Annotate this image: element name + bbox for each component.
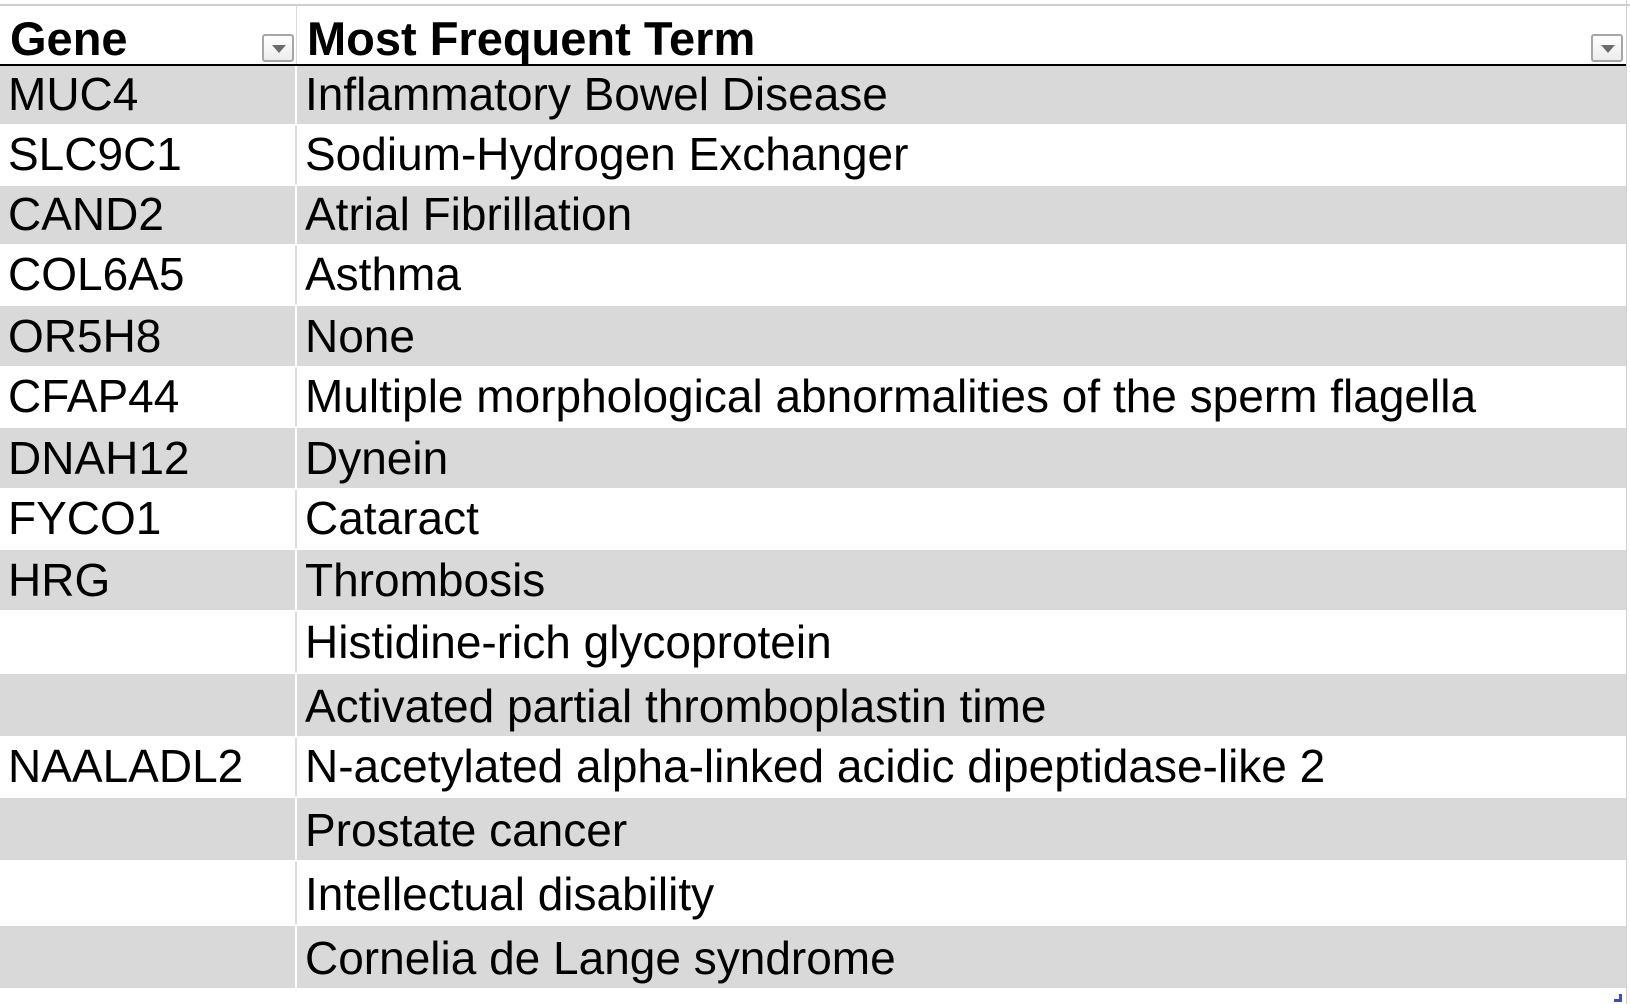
- gene-header-label: Gene: [10, 12, 128, 65]
- term-cell[interactable]: None: [297, 306, 1626, 366]
- gene-cell[interactable]: DNAH12: [0, 428, 297, 488]
- gene-cell-text: HRG: [8, 554, 111, 606]
- term-cell-text: Activated partial thromboplastin time: [305, 680, 1047, 732]
- term-cell-text: N-acetylated alpha-linked acidic dipepti…: [305, 740, 1326, 792]
- gene-cell-text: MUC4: [8, 68, 139, 120]
- gene-cell-text: CAND2: [8, 188, 164, 240]
- table-row[interactable]: Activated partial thromboplastin time: [0, 674, 1626, 738]
- gene-cell[interactable]: OR5H8: [0, 306, 297, 366]
- table-row[interactable]: SLC9C1 Sodium-Hydrogen Exchanger: [0, 126, 1626, 186]
- gene-cell[interactable]: [0, 674, 297, 736]
- chevron-down-icon: [1601, 45, 1615, 53]
- term-cell-text: Sodium-Hydrogen Exchanger: [305, 128, 909, 180]
- table-row[interactable]: Intellectual disability: [0, 862, 1626, 926]
- gene-cell[interactable]: SLC9C1: [0, 126, 297, 184]
- term-cell-text: Cornelia de Lange syndrome: [305, 932, 896, 984]
- term-cell-text: Multiple morphological abnormalities of …: [305, 370, 1477, 422]
- table-row[interactable]: NAALADL2 N-acetylated alpha-linked acidi…: [0, 738, 1626, 798]
- term-cell-text: Inflammatory Bowel Disease: [305, 68, 888, 120]
- table-row[interactable]: COL6A5 Asthma: [0, 246, 1626, 306]
- term-cell-text: Prostate cancer: [305, 804, 628, 856]
- table-row[interactable]: FYCO1 Cataract: [0, 490, 1626, 550]
- term-cell-text: Thrombosis: [305, 554, 546, 606]
- chevron-down-icon: [272, 45, 286, 53]
- table-row[interactable]: Histidine-rich glycoprotein: [0, 612, 1626, 674]
- term-cell[interactable]: Dynein: [297, 428, 1626, 488]
- gene-cell[interactable]: [0, 798, 297, 860]
- term-cell[interactable]: Asthma: [297, 246, 1626, 304]
- term-cell[interactable]: Activated partial thromboplastin time: [297, 674, 1626, 736]
- term-cell[interactable]: Multiple morphological abnormalities of …: [297, 368, 1626, 426]
- term-cell[interactable]: Thrombosis: [297, 550, 1626, 610]
- table-body: MUC4 Inflammatory Bowel Disease SLC9C1 S…: [0, 66, 1626, 990]
- term-cell-text: Atrial Fibrillation: [305, 188, 633, 240]
- term-column-header[interactable]: Most Frequent Term: [297, 6, 1626, 65]
- gene-cell[interactable]: CAND2: [0, 186, 297, 244]
- term-cell[interactable]: Cornelia de Lange syndrome: [297, 926, 1626, 988]
- term-cell[interactable]: Histidine-rich glycoprotein: [297, 612, 1626, 672]
- gene-cell[interactable]: MUC4: [0, 66, 297, 124]
- table-row[interactable]: Cornelia de Lange syndrome: [0, 926, 1626, 990]
- term-cell-text: Asthma: [305, 248, 461, 300]
- gene-cell[interactable]: HRG: [0, 550, 297, 610]
- term-cell-text: Dynein: [305, 432, 449, 484]
- term-cell[interactable]: Atrial Fibrillation: [297, 186, 1626, 244]
- gene-cell[interactable]: FYCO1: [0, 490, 297, 548]
- gene-cell-text: COL6A5: [8, 248, 185, 300]
- term-filter-button[interactable]: [1591, 34, 1623, 62]
- table-row[interactable]: Prostate cancer: [0, 798, 1626, 862]
- term-cell[interactable]: Inflammatory Bowel Disease: [297, 66, 1626, 124]
- term-cell-text: Histidine-rich glycoprotein: [305, 616, 832, 668]
- header-row: Gene Most Frequent Term: [0, 6, 1626, 66]
- term-header-label: Most Frequent Term: [307, 12, 756, 65]
- table-row[interactable]: OR5H8 None: [0, 306, 1626, 368]
- table-row[interactable]: DNAH12 Dynein: [0, 428, 1626, 490]
- table-row[interactable]: CAND2 Atrial Fibrillation: [0, 186, 1626, 246]
- gene-cell[interactable]: [0, 862, 297, 924]
- gene-cell-text: FYCO1: [8, 492, 162, 544]
- term-cell[interactable]: Intellectual disability: [297, 862, 1626, 924]
- term-cell[interactable]: Prostate cancer: [297, 798, 1626, 860]
- table-row[interactable]: MUC4 Inflammatory Bowel Disease: [0, 66, 1626, 126]
- gene-filter-button[interactable]: [262, 34, 294, 62]
- term-cell-text: Intellectual disability: [305, 868, 715, 920]
- term-cell[interactable]: Sodium-Hydrogen Exchanger: [297, 126, 1626, 184]
- term-cell-text: None: [305, 310, 415, 362]
- gene-cell[interactable]: NAALADL2: [0, 738, 297, 796]
- table-row[interactable]: CFAP44 Multiple morphological abnormalit…: [0, 368, 1626, 428]
- top-gridline: [0, 4, 1630, 6]
- right-gridline: [1626, 0, 1627, 1004]
- gene-cell-text: NAALADL2: [8, 740, 244, 792]
- gene-cell[interactable]: COL6A5: [0, 246, 297, 304]
- term-cell-text: Cataract: [305, 492, 479, 544]
- gene-cell-text: DNAH12: [8, 432, 190, 484]
- table-row[interactable]: HRG Thrombosis: [0, 550, 1626, 612]
- term-cell[interactable]: N-acetylated alpha-linked acidic dipepti…: [297, 738, 1626, 796]
- gene-cell[interactable]: CFAP44: [0, 368, 297, 426]
- gene-cell-text: OR5H8: [8, 310, 162, 362]
- gene-cell-text: SLC9C1: [8, 128, 182, 180]
- gene-column-header[interactable]: Gene: [0, 6, 297, 65]
- table-resize-handle[interactable]: [1614, 994, 1622, 1002]
- gene-cell[interactable]: [0, 612, 297, 672]
- term-cell[interactable]: Cataract: [297, 490, 1626, 548]
- gene-cell-text: CFAP44: [8, 370, 180, 422]
- gene-cell[interactable]: [0, 926, 297, 988]
